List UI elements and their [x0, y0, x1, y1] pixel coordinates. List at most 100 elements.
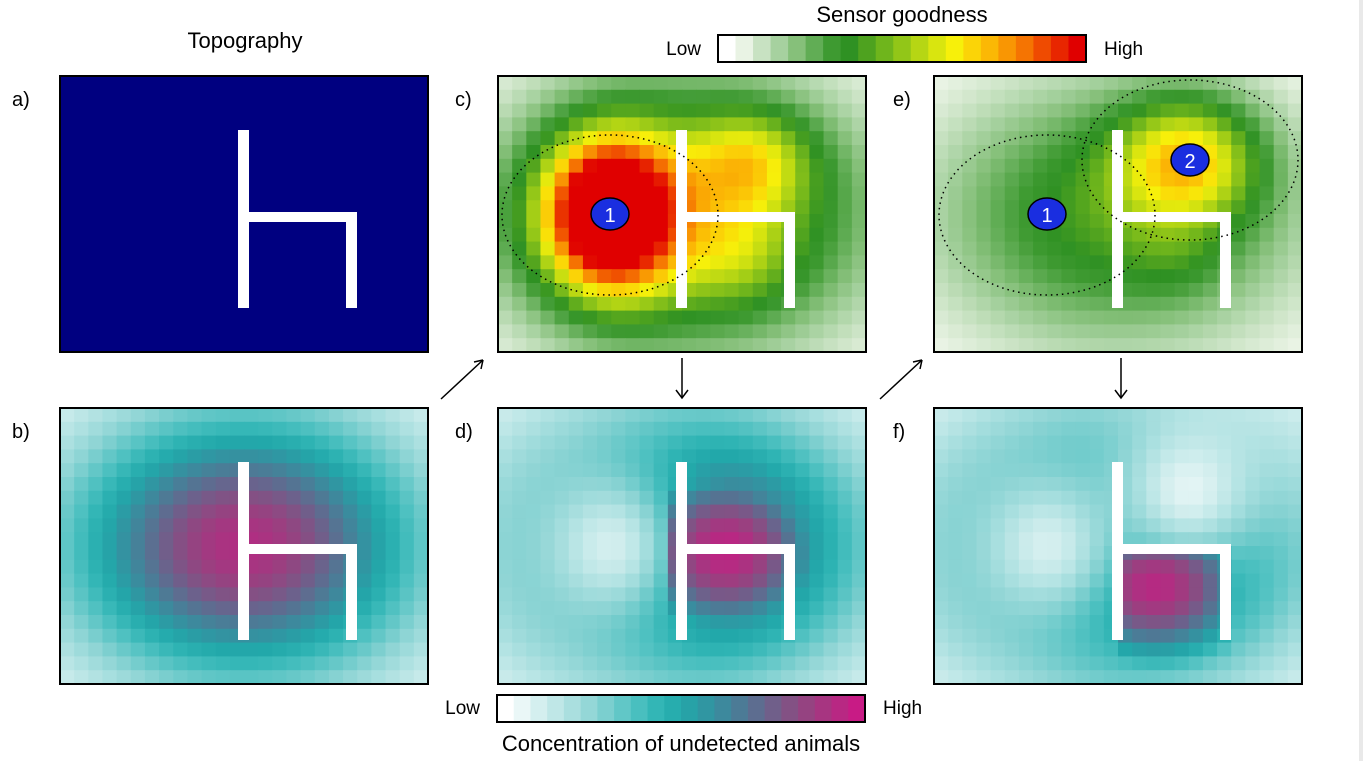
heatmap-cell — [1259, 103, 1275, 118]
heatmap-cell — [653, 463, 669, 478]
heatmap-cell — [1132, 200, 1147, 215]
heatmap-cell — [413, 532, 429, 547]
heatmap-cell — [1217, 131, 1232, 146]
heatmap-cell — [1259, 283, 1275, 298]
heatmap-cell — [399, 573, 415, 588]
heatmap-cell — [540, 408, 556, 423]
heatmap-cell — [1287, 587, 1303, 602]
heatmap-cell — [1132, 518, 1147, 533]
heatmap-cell — [1033, 269, 1048, 284]
heatmap-cell — [1033, 642, 1048, 657]
heatmap-cell — [667, 449, 683, 464]
heatmap-cell — [540, 200, 556, 215]
heatmap-cell — [582, 255, 598, 270]
window-scrollbar[interactable] — [1359, 0, 1363, 761]
heatmap-cell — [823, 158, 839, 174]
heatmap-cell — [1103, 76, 1119, 91]
colorbar-swatch — [788, 35, 807, 62]
heatmap-cell — [74, 477, 89, 492]
heatmap-cell — [1160, 587, 1176, 602]
heatmap-cell — [990, 615, 1006, 630]
heatmap-cell — [314, 656, 330, 671]
heatmap-cell — [498, 601, 513, 616]
heatmap-cell — [144, 421, 160, 437]
heatmap-cell — [781, 76, 796, 91]
heatmap-cell — [837, 532, 853, 547]
wall-vertical — [238, 130, 249, 308]
heatmap-cell — [1033, 186, 1048, 201]
heatmap-cell — [976, 421, 992, 437]
heatmap-cell — [1089, 324, 1105, 339]
heatmap-cell — [738, 283, 754, 298]
heatmap-cell — [1245, 200, 1261, 215]
heatmap-cell — [540, 532, 556, 547]
heatmap-cell — [837, 227, 853, 243]
heatmap-cell — [1160, 504, 1176, 519]
heatmap-cell — [976, 490, 992, 506]
heatmap-cell — [498, 117, 513, 132]
heatmap-cell — [244, 656, 259, 671]
heatmap-cell — [948, 158, 963, 174]
heatmap-cell — [1118, 310, 1133, 325]
heatmap-cell — [1287, 601, 1303, 616]
heatmap-cell — [554, 546, 570, 561]
heatmap-cell — [962, 76, 978, 91]
heatmap-cell — [809, 200, 825, 215]
heatmap-cell — [357, 670, 372, 685]
heatmap-cell — [60, 532, 75, 547]
heatmap-cell — [187, 463, 203, 478]
heatmap-cell — [837, 241, 853, 256]
heatmap-cell — [934, 490, 949, 506]
heatmap-cell — [738, 255, 754, 270]
heatmap-cell — [611, 103, 626, 118]
heatmap-cell — [823, 463, 839, 478]
heatmap-cell — [781, 656, 796, 671]
heatmap-cell — [1089, 642, 1105, 657]
heatmap-cell — [1103, 656, 1119, 671]
heatmap-cell — [300, 490, 316, 506]
heatmap-cell — [215, 408, 231, 423]
heatmap-cell — [512, 532, 527, 547]
heatmap-cell — [1018, 532, 1034, 547]
heatmap-cell — [752, 532, 768, 547]
heatmap-cell — [682, 310, 697, 325]
heatmap-cell — [1202, 587, 1218, 602]
heatmap-cell — [781, 172, 796, 187]
heatmap-cell — [229, 435, 245, 450]
heatmap-cell — [781, 408, 796, 423]
heatmap-cell — [498, 642, 513, 657]
heatmap-cell — [74, 615, 89, 630]
heatmap-cell — [300, 504, 316, 519]
heatmap-cell — [1287, 573, 1303, 588]
heatmap-cell — [976, 145, 992, 160]
heatmap-cell — [752, 131, 768, 146]
heatmap-cell — [766, 200, 782, 215]
heatmap-cell — [851, 241, 867, 256]
heatmap-cell — [1089, 408, 1105, 423]
heatmap-cell — [795, 200, 810, 215]
heatmap-cell — [371, 656, 387, 671]
heatmap-cell — [1231, 186, 1246, 201]
heatmap-cell — [653, 573, 669, 588]
arrow-b-to-c — [440, 359, 484, 400]
heatmap-cell — [201, 642, 217, 657]
heatmap-cell — [1146, 504, 1162, 519]
heatmap-cell — [639, 504, 655, 519]
heatmap-cell — [272, 601, 288, 616]
heatmap-cell — [582, 532, 598, 547]
heatmap-cell — [752, 145, 768, 160]
heatmap-cell — [1033, 117, 1048, 132]
heatmap-cell — [1245, 131, 1261, 146]
heatmap-cell — [1089, 449, 1105, 464]
heatmap-cell — [554, 227, 570, 243]
heatmap-cell — [526, 324, 542, 339]
heatmap-cell — [1047, 227, 1062, 243]
heatmap-cell — [795, 255, 810, 270]
heatmap-cell — [357, 573, 372, 588]
heatmap-cell — [1047, 408, 1062, 423]
heatmap-cell — [653, 670, 669, 685]
heatmap-cell — [625, 283, 641, 298]
heatmap-cell — [1061, 145, 1077, 160]
heatmap-cell — [60, 642, 75, 657]
heatmap-cell — [611, 490, 626, 506]
